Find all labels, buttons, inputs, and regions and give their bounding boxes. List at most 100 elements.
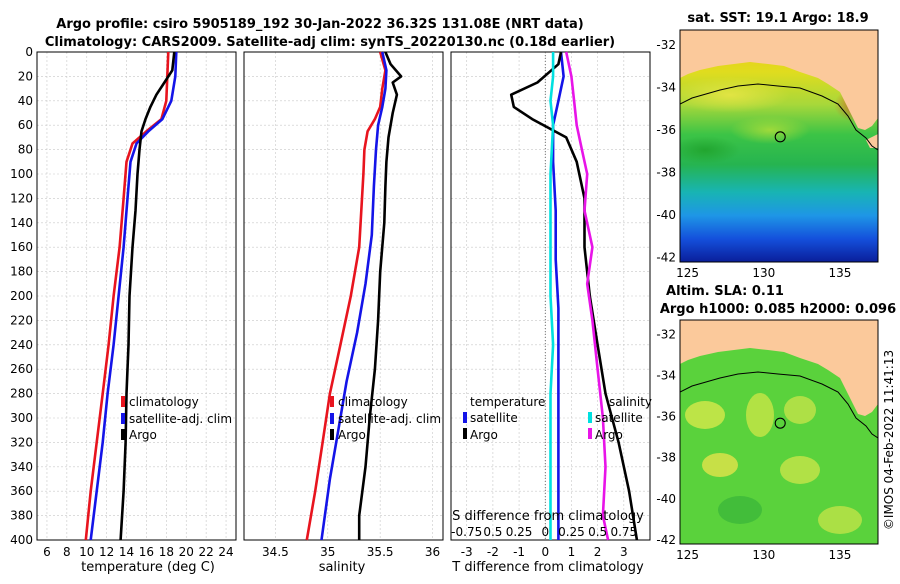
sst-map-title: sat. SST: 19.1 Argo: 18.9	[687, 11, 868, 26]
map-y-tick-label: -40	[656, 492, 676, 506]
sla-high-patch	[784, 396, 816, 424]
x-tick-label: 24	[218, 545, 233, 559]
legend-swatch-satellite-clim	[121, 413, 125, 424]
map-x-tick-label: 130	[752, 266, 775, 280]
salinity-frame	[243, 51, 444, 541]
x-tick-label: 14	[119, 545, 134, 559]
map-y-tick-label: -36	[656, 410, 676, 424]
legend-label-satellite-clim: satellite-adj. clim	[129, 412, 232, 426]
x-tick-label: -1	[513, 545, 525, 559]
map-y-tick-label: -42	[656, 533, 676, 547]
map-x-tick-label: 135	[828, 548, 851, 562]
tasmania-land	[866, 134, 878, 148]
bathymetry-contour	[680, 83, 878, 151]
temperature-xlabel: temperature (deg C)	[81, 560, 215, 575]
map-y-tick-label: -32	[656, 38, 676, 52]
x-tick-label: 35.5	[367, 545, 394, 559]
sla-high-patch	[818, 506, 862, 534]
series-line-s-argo	[564, 51, 610, 541]
y-tick-label: 0	[25, 45, 33, 59]
legend-label-t-argo: Argo	[470, 428, 498, 442]
legend-label-climatology: climatology	[129, 395, 199, 409]
s-difference-tick-label: 0.5	[588, 525, 607, 539]
y-tick-label: 60	[18, 118, 33, 132]
series-line-satellite-adj-clim	[320, 51, 388, 541]
sla-high-patch	[685, 401, 725, 429]
legend-swatch-s-argo	[588, 428, 592, 439]
map-y-tick-label: -34	[656, 80, 676, 94]
x-tick-label: 2	[594, 545, 602, 559]
series-line-t-argo	[509, 51, 639, 541]
sst-map: sat. SST: 19.1 Argo: 18.9 125 130 135 -32 -3…	[656, 11, 879, 280]
sla-high-patch	[780, 456, 820, 484]
map-y-tick-label: -32	[656, 327, 676, 341]
y-tick-label: 360	[10, 484, 33, 498]
x-tick-label: 18	[159, 545, 174, 559]
x-tick-label: 35	[320, 545, 335, 559]
series-line-climatology	[305, 51, 387, 541]
series-line-climatology	[84, 51, 170, 541]
argo-position-marker	[774, 131, 786, 143]
x-tick-label: 10	[79, 545, 94, 559]
series-line-argo	[119, 51, 176, 541]
x-tick-label: 16	[139, 545, 154, 559]
sla-map-title-line1: Altim. SLA: 0.11	[666, 284, 784, 299]
legend-swatch-climatology	[330, 396, 334, 407]
imos-timestamp: ©IMOS 04-Feb-2022 11:41:13	[882, 350, 896, 530]
legend-label-satellite-clim: satellite-adj. clim	[338, 412, 441, 426]
s-difference-tick-label: 0.5	[483, 525, 502, 539]
map-y-tick-label: -40	[656, 208, 676, 222]
s-difference-tick-label: 0.75	[610, 525, 637, 539]
sst-warm-patch	[680, 77, 790, 113]
y-tick-label: 400	[10, 533, 33, 547]
s-difference-tick-label: 0	[541, 525, 549, 539]
legend-label-s-satellite: satellite	[595, 411, 643, 425]
legend-label-argo: Argo	[129, 428, 157, 442]
x-tick-label: 1	[568, 545, 576, 559]
sla-map-frame	[679, 319, 879, 545]
y-tick-label: 280	[10, 387, 33, 401]
y-tick-label: 20	[18, 69, 33, 83]
difference-xlabel: T difference from climatology	[451, 560, 644, 575]
y-tick-label: 40	[18, 94, 33, 108]
x-tick-label: 0	[541, 545, 549, 559]
y-tick-label: 380	[10, 509, 33, 523]
map-x-tick-label: 135	[828, 266, 851, 280]
y-tick-label: 100	[10, 167, 33, 181]
series-line-t-satellite	[551, 51, 565, 540]
difference-legend: temperature satellite Argo salinity sate…	[463, 395, 652, 442]
y-tick-label: 260	[10, 362, 33, 376]
bathymetry-contour	[680, 371, 878, 439]
sla-low-patch	[718, 496, 762, 524]
y-tick-label: 160	[10, 240, 33, 254]
y-tick-label: 240	[10, 338, 33, 352]
legend-title-temperature: temperature	[470, 395, 545, 409]
x-tick-label: 3	[620, 545, 628, 559]
map-y-tick-label: -38	[656, 451, 676, 465]
map-y-tick-label: -38	[656, 166, 676, 180]
x-tick-label: 36	[425, 545, 440, 559]
australia-land	[680, 30, 878, 130]
australia-land	[680, 320, 878, 416]
y-tick-label: 300	[10, 411, 33, 425]
y-tick-label: 340	[10, 460, 33, 474]
temperature-legend: climatology satellite-adj. clim Argo	[121, 395, 232, 442]
map-y-tick-label: -34	[656, 368, 676, 382]
legend-swatch-argo	[330, 429, 334, 440]
argo-position-marker	[774, 417, 786, 429]
sla-map-title-line2: Argo h1000: 0.085 h2000: 0.096	[660, 302, 896, 317]
sst-patch	[680, 136, 740, 164]
s-difference-tick-label: 0.25	[506, 525, 533, 539]
temperature-frame	[36, 51, 237, 541]
map-x-tick-label: 125	[676, 266, 699, 280]
legend-swatch-t-argo	[463, 428, 467, 439]
x-tick-label: -2	[487, 545, 499, 559]
legend-swatch-climatology	[121, 396, 125, 407]
y-tick-label: 120	[10, 191, 33, 205]
s-difference-tick-label: -0.75	[451, 525, 482, 539]
x-tick-label: 20	[179, 545, 194, 559]
sla-map: Altim. SLA: 0.11 Argo h1000: 0.085 h2000…	[656, 284, 896, 562]
map-x-tick-label: 125	[676, 548, 699, 562]
map-y-tick-label: -42	[656, 251, 676, 265]
x-tick-label: 12	[99, 545, 114, 559]
